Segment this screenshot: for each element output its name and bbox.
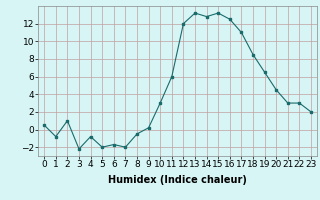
X-axis label: Humidex (Indice chaleur): Humidex (Indice chaleur)	[108, 175, 247, 185]
